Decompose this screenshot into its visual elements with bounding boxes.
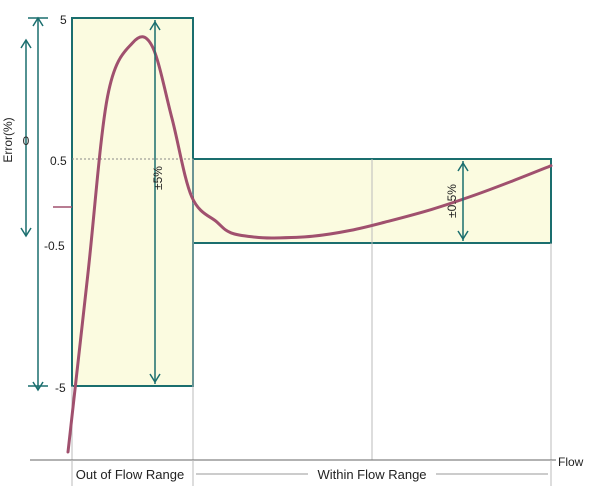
region-label-out-of-flow-range: Out of Flow Range [76,467,184,482]
region-guide-lines [71,460,552,486]
error-curve [66,35,553,454]
band-arrowhead-5pct-top [149,20,161,31]
y-tick-label-minus-5: -5 [55,381,66,395]
y-tick-label-minus-0.5: -0.5 [44,239,65,253]
band-label-0.5pct: ±0.5% [445,184,459,218]
zero-arrowhead-top [20,38,32,49]
band-arrowhead-0.5pct-top [457,161,469,172]
region-label-within-flow-range: Within Flow Range [317,467,426,482]
y-ticks [20,16,72,392]
tolerance-band-5pct [71,17,194,387]
y-axis-title: Error(%) [1,117,15,162]
band-arrowhead-0.5pct-bottom [457,230,469,241]
y-tick-label-5: 5 [60,13,67,27]
zero-arrowhead-bottom [20,227,32,238]
y-tick-label-0.5: 0.5 [50,154,67,168]
y-tick-label-0: 0 [23,134,30,148]
y-axis-arrowhead-bottom [32,381,44,392]
grid-lines [71,158,552,460]
band-arrowhead-5pct-bottom [149,373,161,384]
x-axis-title: Flow [558,455,584,469]
band-arrows [149,20,469,384]
band-label-5pct: ±5% [151,166,165,190]
